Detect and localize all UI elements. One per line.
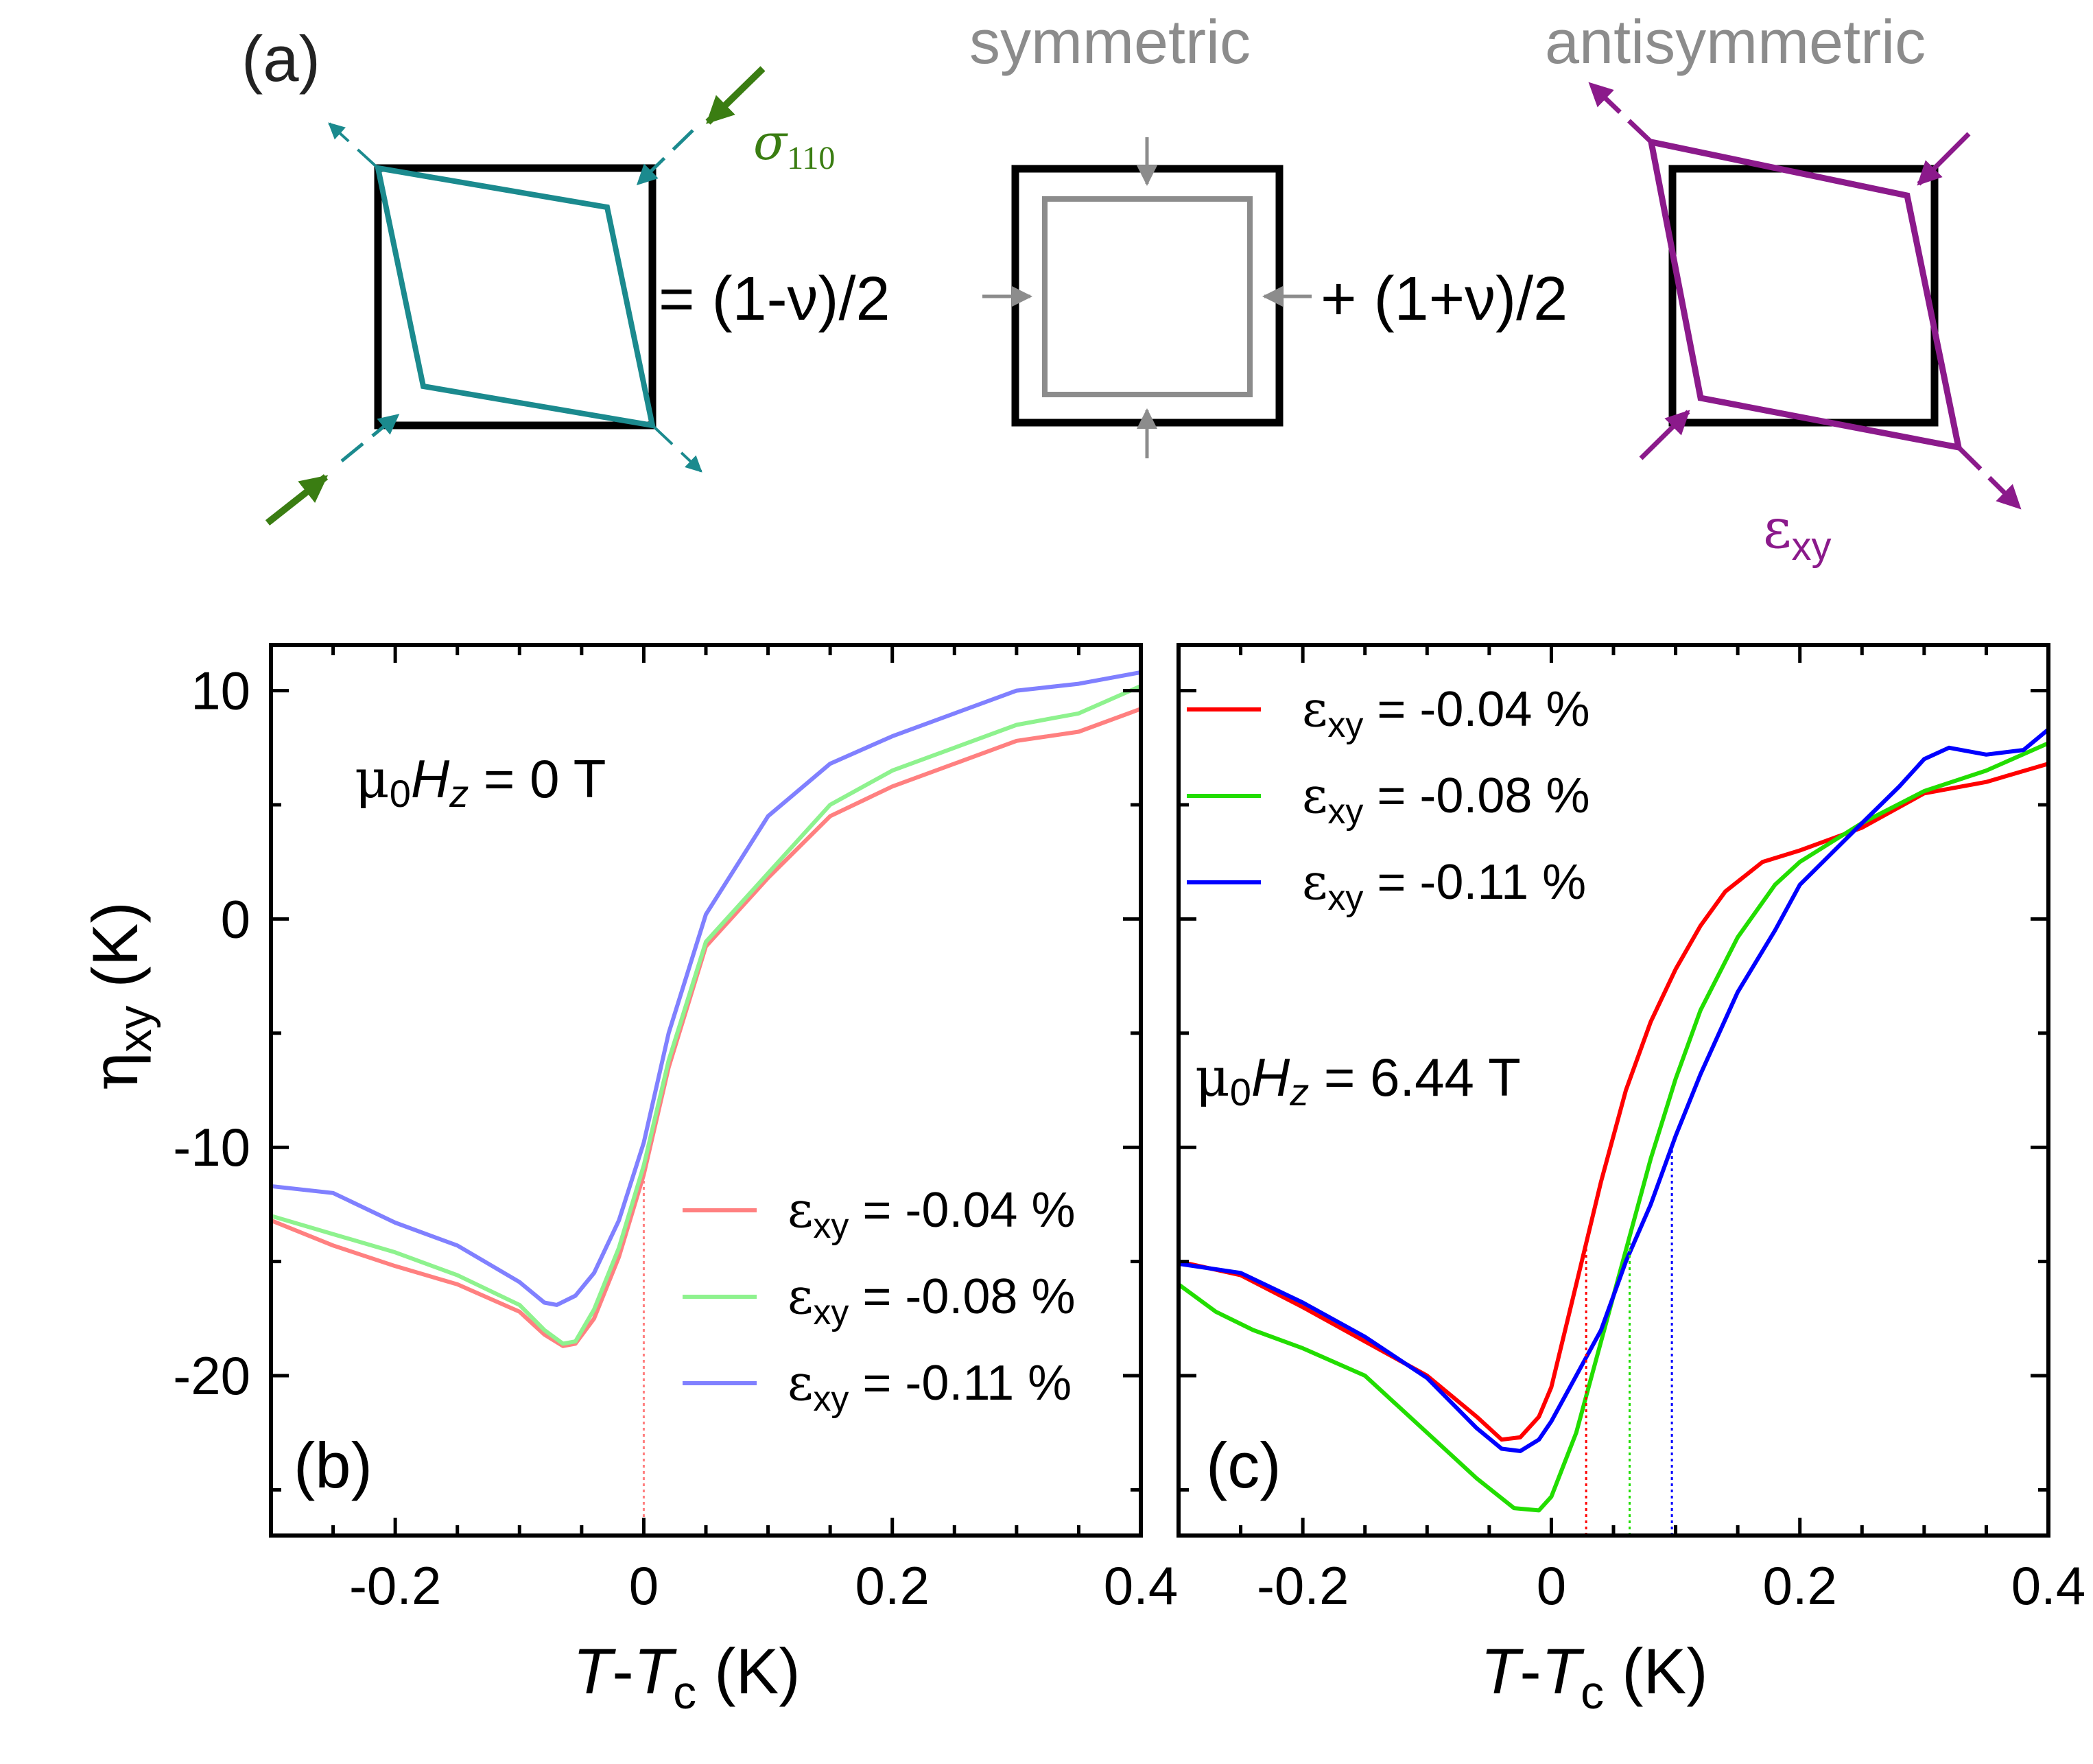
chart-b-ytick-label-3: -20 — [173, 1345, 250, 1406]
purple-arrow-lower-right — [1956, 445, 2022, 510]
left-square — [374, 164, 657, 430]
chart-c-xtick-label-3: 0.4 — [2011, 1555, 2085, 1616]
chart-c-series-1 — [1176, 741, 2050, 1513]
gray-inner-square — [1042, 196, 1253, 397]
chart-b-xtick-label-2: 0.2 — [855, 1555, 929, 1616]
chart-c-xtick-label-1: 0 — [1537, 1555, 1566, 1616]
chart-c-series-2 — [1176, 727, 2050, 1453]
panel-a: (a) σ110 = (1-ν)/2 symmetric + (1+ν)/2 a… — [241, 8, 2022, 569]
chart-c-xtick-label-0: -0.2 — [1257, 1555, 1349, 1616]
eq-symmetric: = (1-ν)/2 — [659, 265, 890, 333]
chart-b-legend: εxy = -0.04 % εxy = -0.08 % εxy = -0.11 … — [683, 1181, 1076, 1419]
chart-b-series-1 — [269, 683, 1143, 1346]
right-square — [1668, 165, 1939, 427]
purple-arrow-upper-right — [1917, 132, 1971, 186]
chart-c-legend-label-0: εxy = -0.04 % — [1302, 680, 1590, 745]
chart-b-legend-label-2: εxy = -0.11 % — [788, 1354, 1072, 1419]
chart-b-legend-label-1: εxy = -0.08 % — [788, 1267, 1076, 1332]
eq-antisymmetric: + (1+ν)/2 — [1321, 265, 1568, 333]
chart-b-series-0 — [269, 707, 1143, 1348]
chart-b-xtick-label-3: 0.4 — [1104, 1555, 1178, 1616]
symmetric-title: symmetric — [969, 8, 1251, 77]
chart-c: -0.2 0 0.2 0.4 μ0Hz = 6.44 T (c) εxy = -0.0… — [1176, 643, 2085, 1719]
chart-b-ytick-label-2: -10 — [173, 1117, 250, 1177]
middle-square — [1011, 165, 1284, 427]
chart-b-ytick-label-0: 10 — [191, 661, 250, 721]
purple-quad — [1647, 138, 1963, 451]
green-arrow-upper-right — [705, 66, 766, 125]
teal-arrow-lower-right — [651, 424, 702, 473]
chart-b-panel-label: (b) — [294, 1429, 373, 1501]
chart-c-field-label: μ0Hz = 6.44 T — [1195, 1047, 1521, 1114]
chart-b-ylabel: ηxy (K) — [78, 902, 161, 1091]
purple-arrow-upper-left — [1588, 82, 1653, 144]
teal-rhombus — [374, 165, 657, 429]
chart-c-xtick-label-2: 0.2 — [1762, 1555, 1836, 1616]
chart-b-xtick-label-1: 0 — [629, 1555, 659, 1616]
chart-b-field-label: μ0Hz = 0 T — [355, 749, 606, 815]
chart-b-series-2 — [269, 670, 1143, 1307]
panel-a-label: (a) — [241, 23, 320, 95]
purple-arrow-lower-left — [1639, 410, 1690, 460]
chart-b-xtick-label-0: -0.2 — [349, 1555, 441, 1616]
chart-b-axes: -0.2 0 0.2 0.4 10 0 -10 -20 — [173, 645, 1178, 1616]
chart-c-legend-label-2: εxy = -0.11 % — [1302, 853, 1586, 918]
chart-b-ytick-label-1: 0 — [221, 889, 250, 949]
teal-arrow-upper-right — [636, 129, 694, 186]
chart-c-panel-label: (c) — [1206, 1429, 1281, 1501]
antisymmetric-title: antisymmetric — [1545, 8, 1926, 77]
chart-c-axes: -0.2 0 0.2 0.4 — [1176, 645, 2085, 1616]
chart-b-legend-label-0: εxy = -0.04 % — [788, 1181, 1076, 1246]
chart-b-plot — [269, 670, 1143, 1536]
sigma-label: σ110 — [753, 113, 835, 176]
chart-c-xlabel: T-Tc (K) — [1480, 1635, 1708, 1719]
green-arrow-lower-left — [265, 474, 329, 526]
chart-c-legend-label-1: εxy = -0.08 % — [1302, 766, 1590, 832]
teal-arrow-lower-left — [340, 414, 400, 462]
exy-label: εxy — [1763, 497, 1831, 569]
chart-c-plot — [1176, 727, 2050, 1536]
chart-b-xlabel: T-Tc (K) — [573, 1635, 801, 1719]
teal-arrow-upper-left — [328, 122, 379, 169]
chart-c-legend: εxy = -0.04 % εxy = -0.08 % εxy = -0.11 … — [1187, 680, 1590, 918]
chart-b: -0.2 0 0.2 0.4 10 0 -10 -20 μ0Hz = 0 T (b) εxy … — [78, 643, 1178, 1719]
